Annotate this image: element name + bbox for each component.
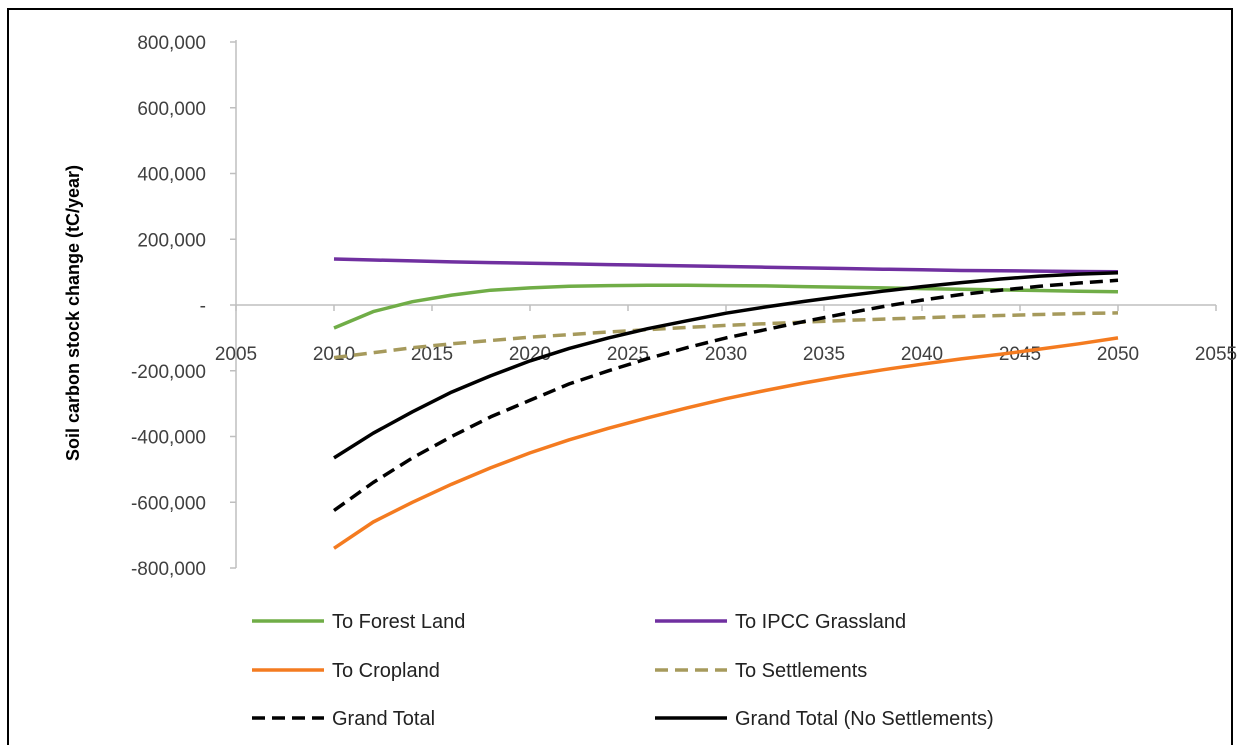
x-tick-label: 2005 (215, 344, 257, 365)
chart-frame (7, 8, 1233, 745)
y-tick-label: 800,000 (137, 33, 206, 54)
series-line-5 (332, 278, 1119, 512)
x-tick-label: 2020 (509, 344, 551, 365)
legend-label-1: To Forest Land (332, 611, 465, 633)
y-tick-label: 600,000 (137, 99, 206, 120)
series-line-6 (333, 271, 1119, 460)
legend-label-5: Grand Total (332, 708, 435, 730)
series-line-2 (333, 257, 1119, 274)
x-tick-label: 2015 (411, 344, 453, 365)
legend-label-2: To IPCC Grassland (735, 611, 906, 633)
y-tick-label: -200,000 (131, 362, 206, 383)
y-tick-label: -600,000 (131, 493, 206, 514)
series-line-3 (333, 336, 1119, 550)
x-tick-label: 2030 (705, 344, 747, 365)
y-tick-label: - (200, 296, 206, 317)
series-line-1 (333, 283, 1119, 330)
legend-label-6: Grand Total (No Settlements) (735, 708, 994, 730)
y-tick-label: 400,000 (137, 165, 206, 186)
x-tick-label: 2040 (901, 344, 943, 365)
x-tick-label: 2035 (803, 344, 845, 365)
y-tick-label: -800,000 (131, 559, 206, 580)
series-line-4 (333, 311, 1119, 360)
legend-label-4: To Settlements (735, 660, 867, 682)
x-tick-label: 2055 (1195, 344, 1237, 365)
y-tick-label: -400,000 (131, 428, 206, 449)
x-tick-label: 2050 (1097, 344, 1139, 365)
y-axis-title: Soil carbon stock change (tC/year) (63, 165, 83, 461)
x-tick-label: 2010 (313, 344, 355, 365)
y-tick-label: 200,000 (137, 230, 206, 251)
legend-label-3: To Cropland (332, 660, 440, 682)
